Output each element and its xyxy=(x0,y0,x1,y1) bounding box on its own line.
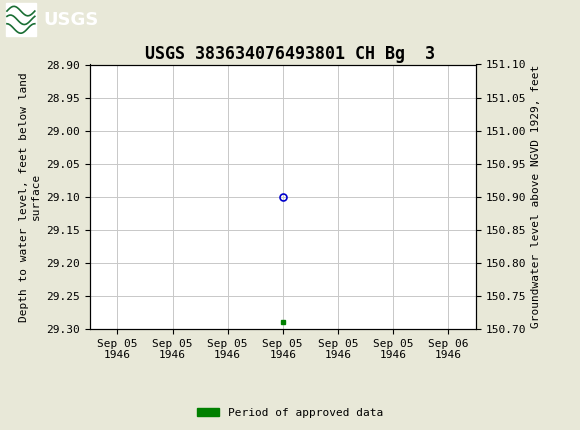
Y-axis label: Depth to water level, feet below land
surface: Depth to water level, feet below land su… xyxy=(19,72,41,322)
Legend: Period of approved data: Period of approved data xyxy=(193,403,387,422)
Text: USGS 383634076493801 CH Bg  3: USGS 383634076493801 CH Bg 3 xyxy=(145,45,435,63)
Bar xyxy=(6,3,36,37)
Y-axis label: Groundwater level above NGVD 1929, feet: Groundwater level above NGVD 1929, feet xyxy=(531,65,541,329)
Text: USGS: USGS xyxy=(44,11,99,29)
